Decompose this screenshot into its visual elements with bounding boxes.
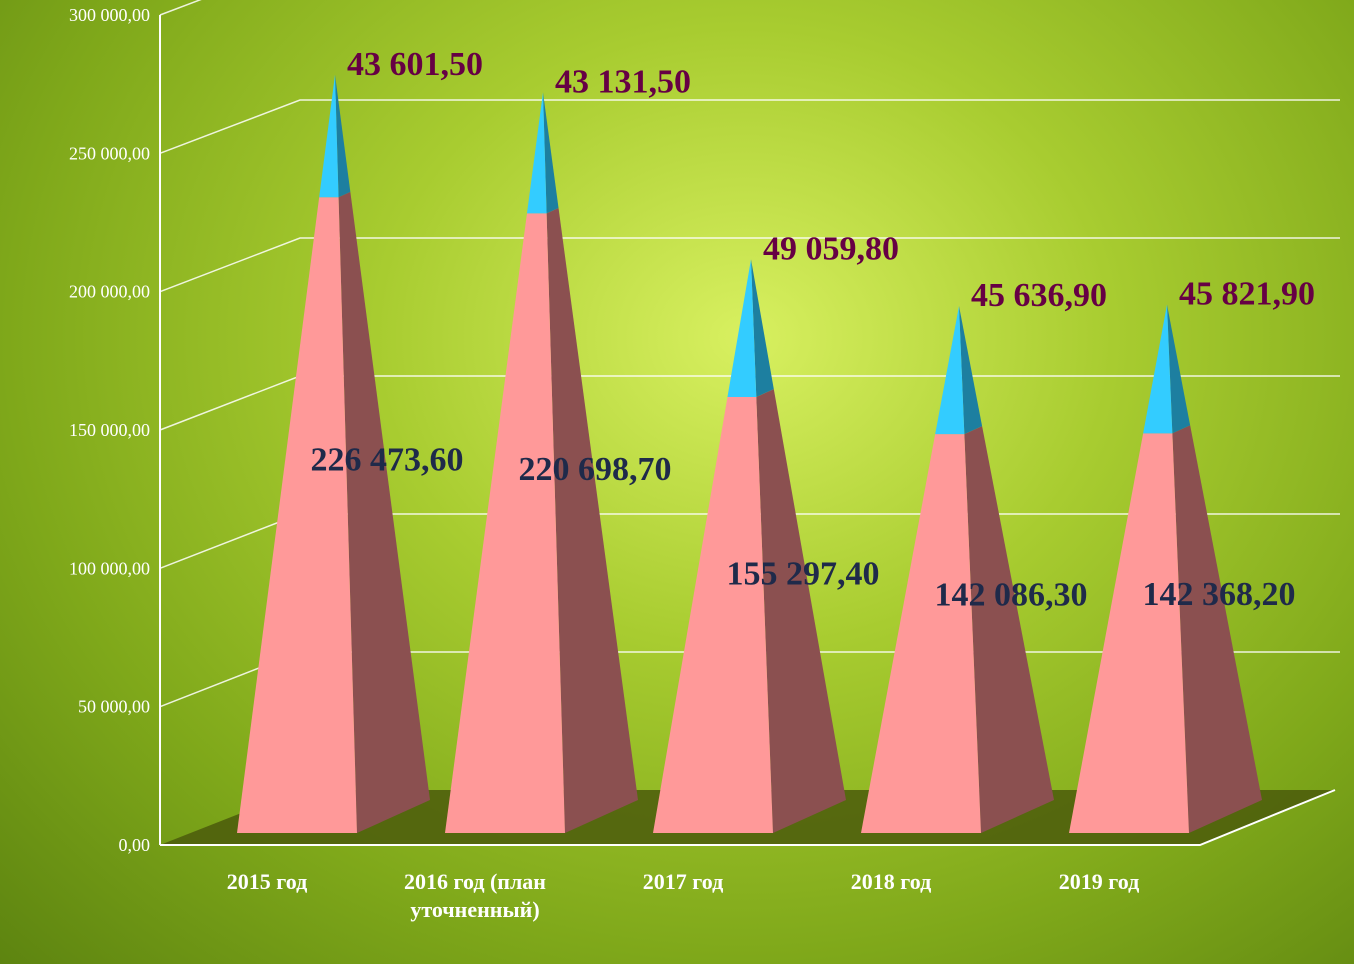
y-tick-label: 250 000,00	[69, 143, 150, 163]
pyramid-side	[751, 259, 774, 398]
pyramid-front	[935, 305, 965, 435]
pyramid-side	[1172, 425, 1262, 833]
grid-line	[159, 237, 1340, 293]
pyramid-front	[1069, 433, 1189, 833]
x-tick-label: 2016 год (план уточненный)	[404, 869, 546, 922]
value-label: 43 131,50	[555, 63, 691, 100]
y-tick-label: 200 000,00	[69, 282, 150, 302]
y-tick-label: 100 000,00	[69, 558, 150, 578]
value-label: 45 821,90	[1179, 276, 1315, 313]
y-tick-label: 300 000,00	[69, 5, 150, 25]
x-tick-label: 2017 год	[642, 869, 724, 894]
value-label: 226 473,60	[311, 442, 464, 479]
x-axis	[160, 789, 1336, 846]
pyramid-side	[964, 426, 1054, 833]
pyramid-side	[335, 74, 351, 198]
pyramid-front	[727, 259, 757, 398]
value-label: 155 297,40	[727, 556, 880, 593]
pyramid-side	[959, 305, 983, 435]
pyramid-side	[756, 389, 846, 833]
pyramid-side	[1167, 304, 1191, 434]
y-tick-label: 150 000,00	[69, 420, 150, 440]
value-label: 142 368,20	[1143, 576, 1296, 613]
pyramid-front	[526, 92, 547, 214]
value-label: 43 601,50	[347, 46, 483, 83]
value-label: 45 636,90	[971, 277, 1107, 314]
value-label: 142 086,30	[935, 577, 1088, 614]
pyramid-front	[653, 397, 773, 833]
value-label: 49 059,80	[763, 230, 899, 267]
pyramid-side	[338, 191, 430, 833]
x-tick-label: 2018 год	[850, 869, 932, 894]
value-label: 220 698,70	[519, 451, 672, 488]
grid-line	[159, 0, 202, 16]
pyramid-front	[319, 74, 339, 198]
pyramid-front	[861, 434, 981, 833]
x-tick-label: 2019 год	[1058, 869, 1140, 894]
y-tick-label: 50 000,00	[78, 697, 150, 717]
pyramid-front	[237, 197, 357, 833]
pyramid-front	[1143, 304, 1173, 434]
grid-line	[159, 99, 1340, 155]
x-tick-label: 2015 год	[226, 869, 308, 894]
pyramid-side	[543, 92, 559, 214]
y-tick-label: 0,00	[119, 835, 151, 855]
pyramid-front	[445, 213, 565, 834]
pyramid-side	[546, 208, 638, 834]
